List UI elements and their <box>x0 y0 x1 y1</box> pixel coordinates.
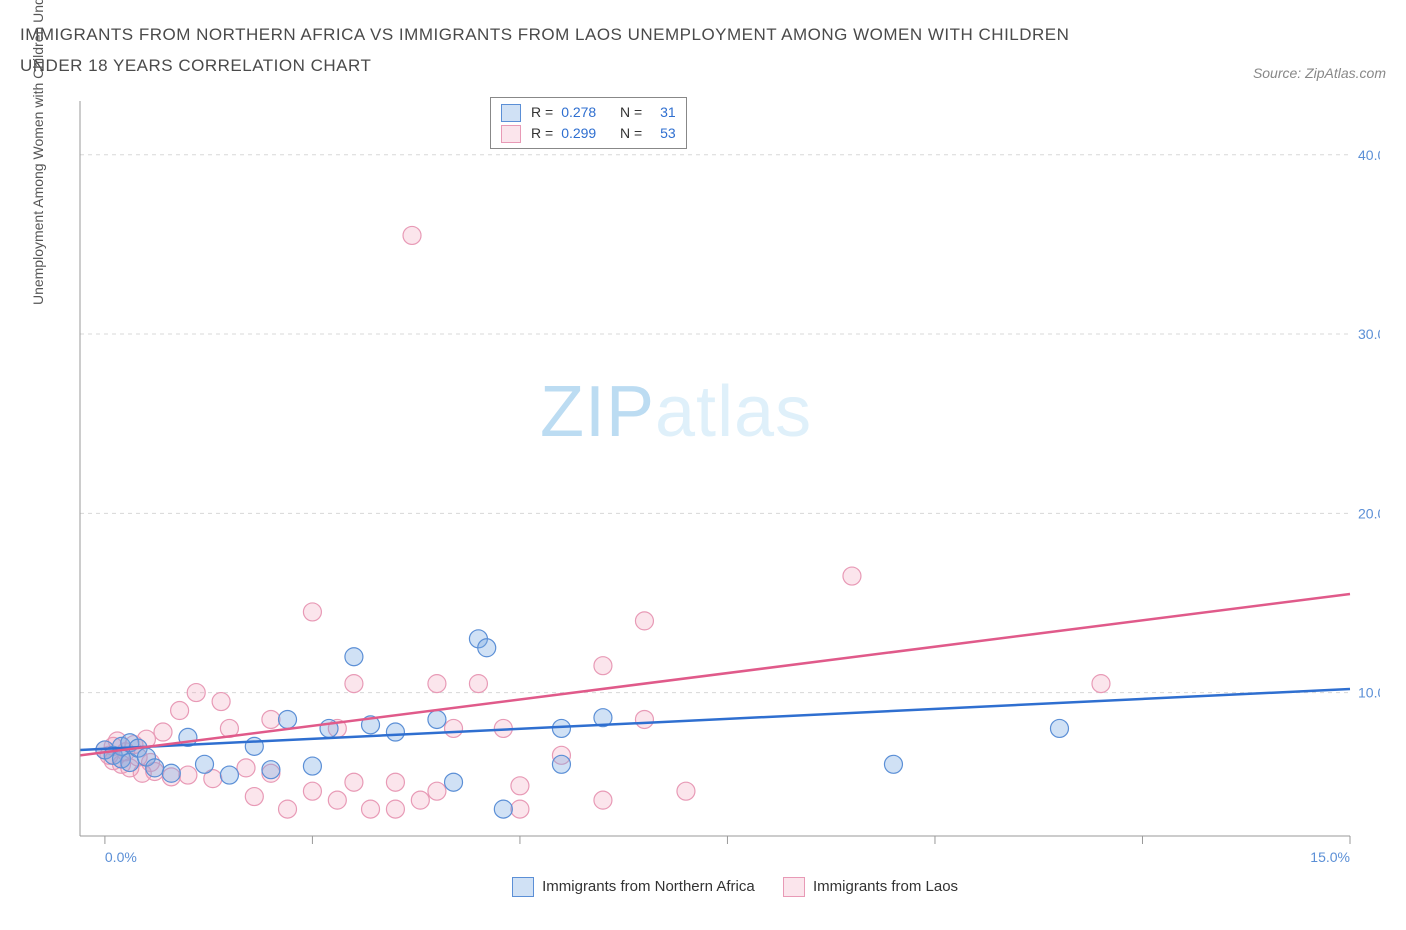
legend-label: Immigrants from Laos <box>813 878 958 895</box>
chart-header: IMMIGRANTS FROM NORTHERN AFRICA VS IMMIG… <box>20 20 1386 81</box>
svg-text:40.0%: 40.0% <box>1358 147 1380 163</box>
svg-text:20.0%: 20.0% <box>1358 506 1380 522</box>
stats-legend: R = 0.278 N = 31 R = 0.299 N = 53 <box>490 97 687 149</box>
legend-swatch-blue <box>512 877 534 897</box>
y-axis-label: Unemployment Among Women with Children U… <box>30 0 46 305</box>
legend-row-blue: R = 0.278 N = 31 <box>501 102 676 123</box>
svg-text:0.0%: 0.0% <box>105 849 137 865</box>
legend-swatch-pink <box>783 877 805 897</box>
legend-label: Immigrants from Northern Africa <box>542 878 755 895</box>
chart-container: Unemployment Among Women with Children U… <box>60 91 1386 897</box>
svg-text:30.0%: 30.0% <box>1358 326 1380 342</box>
legend-swatch-pink <box>501 125 521 143</box>
scatter-chart: 10.0% 20.0% 30.0% 40.0% 0.0% 15.0% <box>60 91 1380 871</box>
legend-swatch-blue <box>501 104 521 122</box>
chart-source: Source: ZipAtlas.com <box>1253 65 1386 81</box>
svg-text:15.0%: 15.0% <box>1310 849 1350 865</box>
series-legend: Immigrants from Northern Africa Immigran… <box>60 877 1386 897</box>
chart-title: IMMIGRANTS FROM NORTHERN AFRICA VS IMMIG… <box>20 20 1120 81</box>
svg-text:10.0%: 10.0% <box>1358 685 1380 701</box>
legend-row-pink: R = 0.299 N = 53 <box>501 123 676 144</box>
